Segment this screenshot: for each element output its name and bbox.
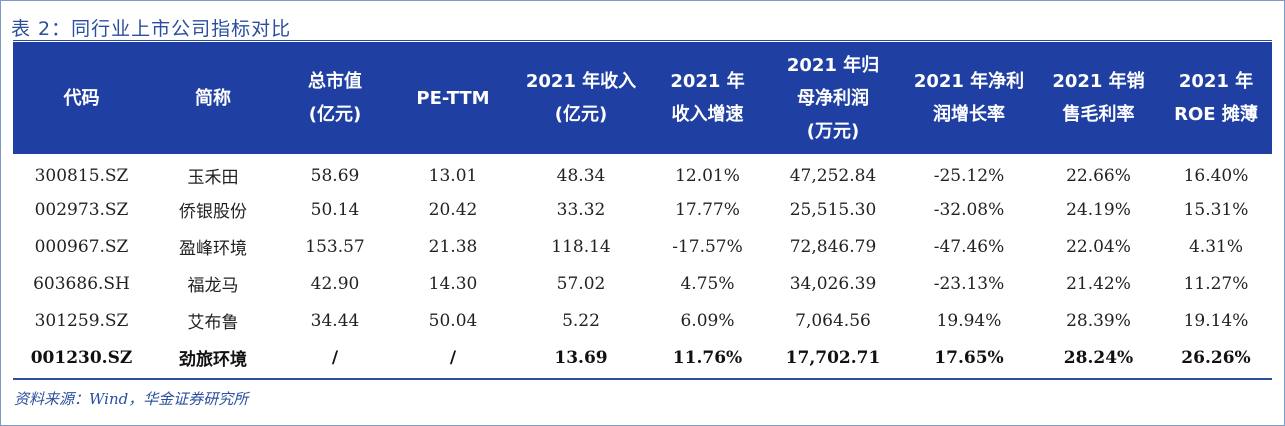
cell-roe: 11.27%: [1183, 273, 1249, 294]
header-net-profit-growth: 2021 年净利 润增长率: [901, 42, 1037, 154]
cell-gross-margin: 28.39%: [1066, 310, 1131, 331]
header-roe: 2021 年 ROE 摊薄: [1160, 42, 1272, 154]
cell-revenue-growth: 11.76%: [672, 347, 743, 368]
cell-code: 002973.SZ: [34, 199, 129, 220]
cell-code: 300815.SZ: [34, 165, 129, 186]
cell-net-profit-growth: -32.08%: [933, 199, 1005, 220]
cell-short-name: 玉禾田: [187, 168, 239, 188]
cell-pe-ttm: 21.38: [428, 236, 478, 257]
cell-pe-ttm: 13.01: [428, 165, 478, 186]
cell-short-name: 劲旅环境: [179, 350, 247, 370]
table-row: 000967.SZ 盈峰环境 153.57 21.38 118.14 -17.5…: [13, 228, 1272, 265]
cell-short-name: 艾布鲁: [187, 313, 239, 333]
header-short-name: 简称: [150, 42, 276, 154]
cell-short-name: 侨银股份: [179, 202, 247, 222]
cell-gross-margin: 22.04%: [1066, 236, 1131, 257]
header-market-cap: 总市值 (亿元): [276, 42, 394, 154]
cell-gross-margin: 21.42%: [1066, 273, 1131, 294]
cell-roe: 4.31%: [1188, 236, 1243, 257]
table-row-highlighted: 001230.SZ 劲旅环境 / / 13.69 11.76% 17,702.7…: [13, 339, 1272, 376]
cell-gross-margin: 22.66%: [1066, 165, 1131, 186]
cell-pe-ttm: 50.04: [428, 310, 478, 331]
cell-net-profit: 25,515.30: [789, 199, 877, 220]
cell-market-cap: 153.57: [305, 236, 365, 257]
cell-revenue: 118.14: [551, 236, 611, 257]
header-pe-ttm: PE-TTM: [394, 42, 512, 154]
cell-pe-ttm: 14.30: [428, 273, 478, 294]
cell-net-profit-growth: -23.13%: [933, 273, 1005, 294]
table-title: 表 2：同行业上市公司指标对比: [11, 18, 292, 40]
cell-net-profit: 47,252.84: [789, 165, 877, 186]
title-divider: [13, 40, 1272, 41]
cell-revenue-growth: 17.77%: [675, 199, 740, 220]
cell-market-cap: 42.90: [310, 273, 360, 294]
cell-market-cap: 58.69: [310, 165, 360, 186]
header-net-profit: 2021 年归 母净利润 (万元): [765, 42, 901, 154]
cell-revenue-growth: 6.09%: [680, 310, 735, 331]
cell-pe-ttm: 20.42: [428, 199, 478, 220]
header-gross-margin: 2021 年销 售毛利率: [1037, 42, 1160, 154]
cell-net-profit-growth: 17.65%: [934, 347, 1004, 368]
header-revenue-growth: 2021 年 收入增速: [650, 42, 765, 154]
table-row: 301259.SZ 艾布鲁 34.44 50.04 5.22 6.09% 7,0…: [13, 302, 1272, 339]
source-note: 资料来源：Wind，华金证券研究所: [14, 390, 249, 408]
table-row: 603686.SH 福龙马 42.90 14.30 57.02 4.75% 34…: [13, 265, 1272, 302]
cell-net-profit-growth: 19.94%: [936, 310, 1002, 331]
cell-code: 603686.SH: [33, 273, 130, 294]
header-code: 代码: [13, 42, 150, 154]
cell-revenue-growth: 4.75%: [680, 273, 735, 294]
cell-revenue-growth: -17.57%: [672, 236, 743, 257]
cell-pe-ttm: /: [449, 347, 457, 368]
cell-net-profit-growth: -25.12%: [933, 165, 1005, 186]
cell-code: 001230.SZ: [30, 347, 133, 368]
cell-net-profit-growth: -47.46%: [933, 236, 1005, 257]
cell-market-cap: 34.44: [310, 310, 360, 331]
table-header-row: 代码 简称 总市值 (亿元) PE-TTM 2021 年收入 (亿元) 2021…: [13, 42, 1272, 154]
cell-revenue: 48.34: [556, 165, 606, 186]
cell-market-cap: /: [331, 347, 339, 368]
cell-roe: 15.31%: [1183, 199, 1249, 220]
table-bottom-rule: [13, 378, 1272, 380]
table-row: 002973.SZ 侨银股份 50.14 20.42 33.32 17.77% …: [13, 191, 1272, 228]
cell-roe: 26.26%: [1181, 347, 1251, 368]
cell-roe: 16.40%: [1183, 165, 1249, 186]
cell-code: 000967.SZ: [34, 236, 129, 257]
cell-net-profit: 17,702.71: [785, 347, 881, 368]
cell-short-name: 盈峰环境: [179, 239, 247, 259]
cell-gross-margin: 28.24%: [1063, 347, 1134, 368]
header-revenue: 2021 年收入 (亿元): [512, 42, 650, 154]
cell-short-name: 福龙马: [187, 276, 239, 296]
cell-revenue: 13.69: [554, 347, 608, 368]
cell-code: 301259.SZ: [34, 310, 129, 331]
cell-revenue: 33.32: [556, 199, 606, 220]
comparison-table: 代码 简称 总市值 (亿元) PE-TTM 2021 年收入 (亿元) 2021…: [13, 42, 1272, 376]
table-row: 300815.SZ 玉禾田 58.69 13.01 48.34 12.01% 4…: [13, 154, 1272, 191]
cell-gross-margin: 24.19%: [1066, 199, 1131, 220]
cell-revenue-growth: 12.01%: [675, 165, 740, 186]
cell-revenue: 57.02: [556, 273, 606, 294]
cell-net-profit: 34,026.39: [789, 273, 877, 294]
cell-net-profit: 7,064.56: [795, 310, 871, 331]
cell-revenue: 5.22: [562, 310, 600, 331]
cell-net-profit: 72,846.79: [789, 236, 877, 257]
cell-roe: 19.14%: [1183, 310, 1249, 331]
cell-market-cap: 50.14: [310, 199, 360, 220]
